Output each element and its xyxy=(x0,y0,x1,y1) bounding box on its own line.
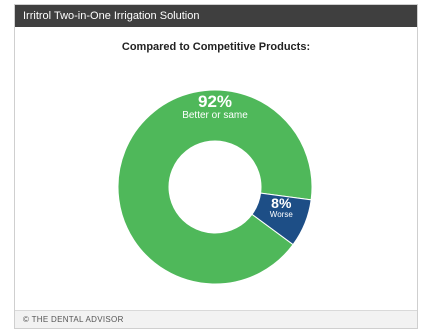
donut-slice-better-or-same xyxy=(117,89,313,285)
chart-header-title: Irritrol Two-in-One Irrigation Solution xyxy=(15,5,417,27)
slice-category-label: Better or same xyxy=(182,110,248,121)
copyright-footer: © THE DENTAL ADVISOR xyxy=(15,310,417,328)
donut-chart: 92%Better or same 8%Worse xyxy=(117,89,313,285)
slice-value-label: 8% xyxy=(271,195,292,211)
chart-card: Irritrol Two-in-One Irrigation Solution … xyxy=(14,4,418,329)
slice-value-label: 92% xyxy=(198,92,232,111)
donut-slice-worse xyxy=(251,192,312,246)
slice-category-label: Worse xyxy=(270,210,294,219)
chart-title: Compared to Competitive Products: xyxy=(121,41,311,53)
